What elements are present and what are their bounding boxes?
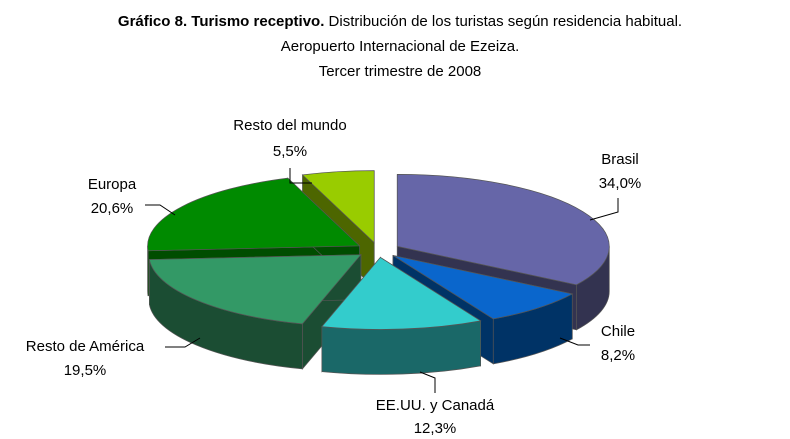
- slice: [301, 170, 375, 244]
- leader-line: [419, 371, 436, 393]
- slice-value-label: 12,3%: [414, 420, 457, 437]
- subtitle: Tercer trimestre de 2008: [319, 63, 482, 80]
- slice: [147, 177, 361, 252]
- leader-lines: [145, 168, 619, 393]
- subtitle: Aeropuerto Internacional de Ezeiza.: [281, 38, 519, 55]
- pie: [147, 170, 610, 375]
- title-text: Distribución de los turistas según resid…: [329, 13, 683, 30]
- leader-line: [559, 337, 590, 346]
- slice: [148, 254, 362, 325]
- slice-value-label: 20,6%: [91, 200, 134, 217]
- slice-label: Chile: [601, 323, 635, 340]
- slice: [321, 256, 482, 330]
- chart-title: Gráfico 8. Turismo receptivo. Distribuci…: [118, 13, 682, 30]
- slice-label: Europa: [88, 176, 137, 193]
- title-label: Gráfico 8. Turismo receptivo.: [118, 13, 324, 30]
- leader-line: [589, 198, 619, 221]
- slice-label: EE.UU. y Canadá: [376, 397, 495, 414]
- leader-line: [289, 168, 312, 184]
- slice-value-label: 19,5%: [64, 362, 107, 379]
- slice-label: Resto de América: [26, 338, 145, 355]
- slice-label: Resto del mundo: [233, 117, 346, 134]
- slice: [392, 255, 574, 320]
- slice-value-label: 5,5%: [273, 143, 307, 160]
- slice: [396, 174, 610, 286]
- slice-value-label: 8,2%: [601, 347, 635, 364]
- slice-label: Brasil: [601, 151, 639, 168]
- slice-value-label: 34,0%: [599, 175, 642, 192]
- leader-line: [145, 204, 176, 216]
- leader-line: [165, 337, 201, 348]
